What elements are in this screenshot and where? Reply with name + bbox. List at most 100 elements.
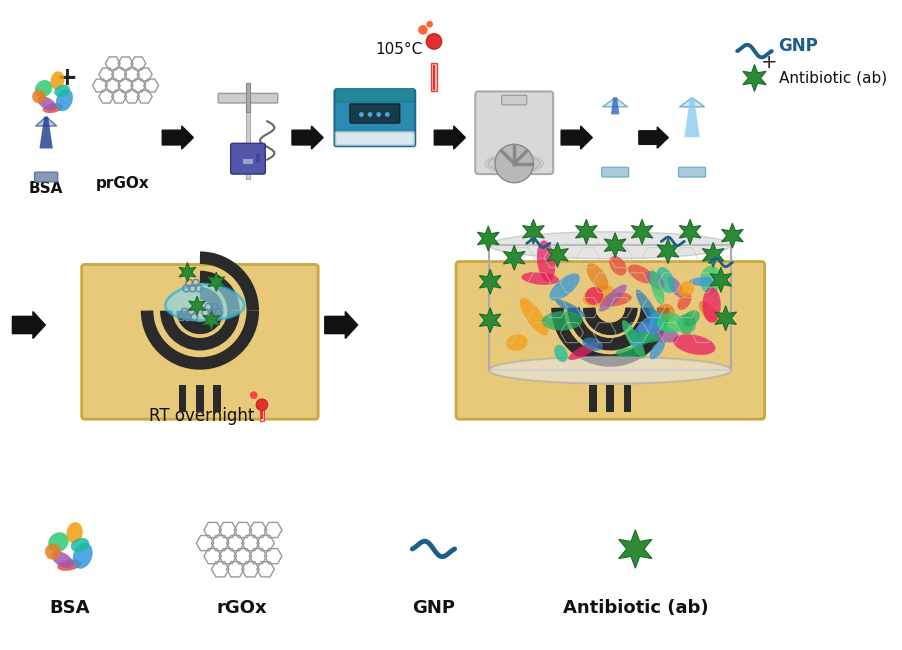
Circle shape (368, 112, 373, 117)
Polygon shape (685, 98, 700, 137)
Polygon shape (631, 219, 653, 244)
FancyBboxPatch shape (602, 167, 629, 177)
Ellipse shape (556, 300, 585, 317)
Ellipse shape (677, 292, 692, 310)
Ellipse shape (628, 265, 654, 283)
Polygon shape (479, 307, 501, 333)
Text: +: + (760, 53, 778, 72)
Polygon shape (325, 311, 358, 339)
Ellipse shape (506, 334, 528, 351)
Ellipse shape (699, 301, 719, 323)
Circle shape (250, 391, 258, 399)
Polygon shape (611, 98, 620, 114)
Text: prGOx: prGOx (97, 176, 150, 191)
Bar (433, 64, 436, 90)
Polygon shape (208, 272, 225, 291)
Ellipse shape (649, 340, 665, 359)
Bar (624, 385, 631, 411)
FancyBboxPatch shape (231, 144, 265, 174)
Circle shape (256, 399, 268, 411)
Ellipse shape (57, 560, 81, 571)
FancyBboxPatch shape (336, 88, 414, 102)
Ellipse shape (38, 96, 57, 110)
Polygon shape (479, 269, 501, 294)
Polygon shape (561, 126, 593, 149)
FancyBboxPatch shape (335, 90, 415, 146)
Ellipse shape (703, 287, 721, 322)
Bar (214, 385, 221, 411)
Bar (489, 245, 732, 370)
FancyBboxPatch shape (456, 261, 765, 419)
Circle shape (359, 112, 364, 117)
Ellipse shape (667, 276, 684, 298)
Ellipse shape (489, 357, 732, 384)
Ellipse shape (689, 277, 727, 287)
Ellipse shape (51, 551, 73, 568)
Ellipse shape (678, 281, 695, 297)
Ellipse shape (67, 522, 83, 543)
Polygon shape (434, 126, 465, 149)
Ellipse shape (583, 337, 603, 351)
Polygon shape (522, 219, 544, 244)
Bar (244, 159, 253, 164)
FancyBboxPatch shape (34, 172, 58, 182)
Ellipse shape (657, 304, 675, 321)
Polygon shape (35, 118, 57, 126)
Polygon shape (165, 284, 244, 320)
Ellipse shape (657, 313, 685, 333)
Text: rGOx: rGOx (216, 599, 268, 617)
Circle shape (385, 112, 390, 117)
Ellipse shape (676, 314, 696, 334)
Circle shape (427, 21, 433, 27)
Text: GNP: GNP (778, 37, 818, 55)
Polygon shape (203, 311, 220, 330)
Bar (179, 385, 187, 411)
Ellipse shape (71, 538, 89, 552)
Ellipse shape (549, 274, 580, 300)
Polygon shape (477, 226, 499, 251)
Ellipse shape (628, 332, 660, 343)
Ellipse shape (599, 285, 627, 311)
Polygon shape (679, 99, 704, 107)
Ellipse shape (682, 310, 700, 327)
Text: Antibiotic (ab): Antibiotic (ab) (778, 70, 887, 86)
Polygon shape (715, 306, 737, 331)
Polygon shape (639, 127, 668, 148)
Circle shape (419, 25, 428, 34)
Circle shape (427, 34, 442, 49)
Ellipse shape (42, 103, 63, 113)
Ellipse shape (649, 307, 669, 332)
Ellipse shape (56, 89, 73, 111)
Ellipse shape (521, 272, 559, 285)
Bar (589, 385, 597, 411)
FancyBboxPatch shape (82, 265, 318, 419)
Polygon shape (710, 267, 732, 292)
FancyBboxPatch shape (336, 132, 414, 145)
Ellipse shape (646, 271, 664, 289)
Ellipse shape (554, 344, 567, 362)
Polygon shape (547, 242, 568, 267)
FancyBboxPatch shape (678, 167, 705, 177)
Ellipse shape (489, 232, 732, 259)
Text: RT overnight: RT overnight (149, 407, 254, 424)
Polygon shape (503, 245, 525, 270)
Ellipse shape (542, 311, 583, 330)
Ellipse shape (638, 323, 680, 343)
Ellipse shape (51, 72, 64, 90)
FancyBboxPatch shape (218, 94, 278, 103)
Text: GNP: GNP (412, 599, 455, 617)
Ellipse shape (700, 266, 721, 294)
Polygon shape (179, 263, 196, 281)
Ellipse shape (621, 320, 645, 358)
Text: +: + (57, 66, 78, 90)
Bar (430, 62, 437, 92)
Polygon shape (575, 219, 597, 244)
FancyBboxPatch shape (350, 104, 400, 123)
Bar (246, 83, 250, 112)
Polygon shape (40, 116, 53, 148)
Polygon shape (189, 296, 206, 315)
Text: 105°C: 105°C (375, 42, 422, 57)
Text: Antibiotic (ab): Antibiotic (ab) (563, 599, 708, 617)
Polygon shape (619, 530, 652, 568)
Polygon shape (658, 239, 679, 263)
